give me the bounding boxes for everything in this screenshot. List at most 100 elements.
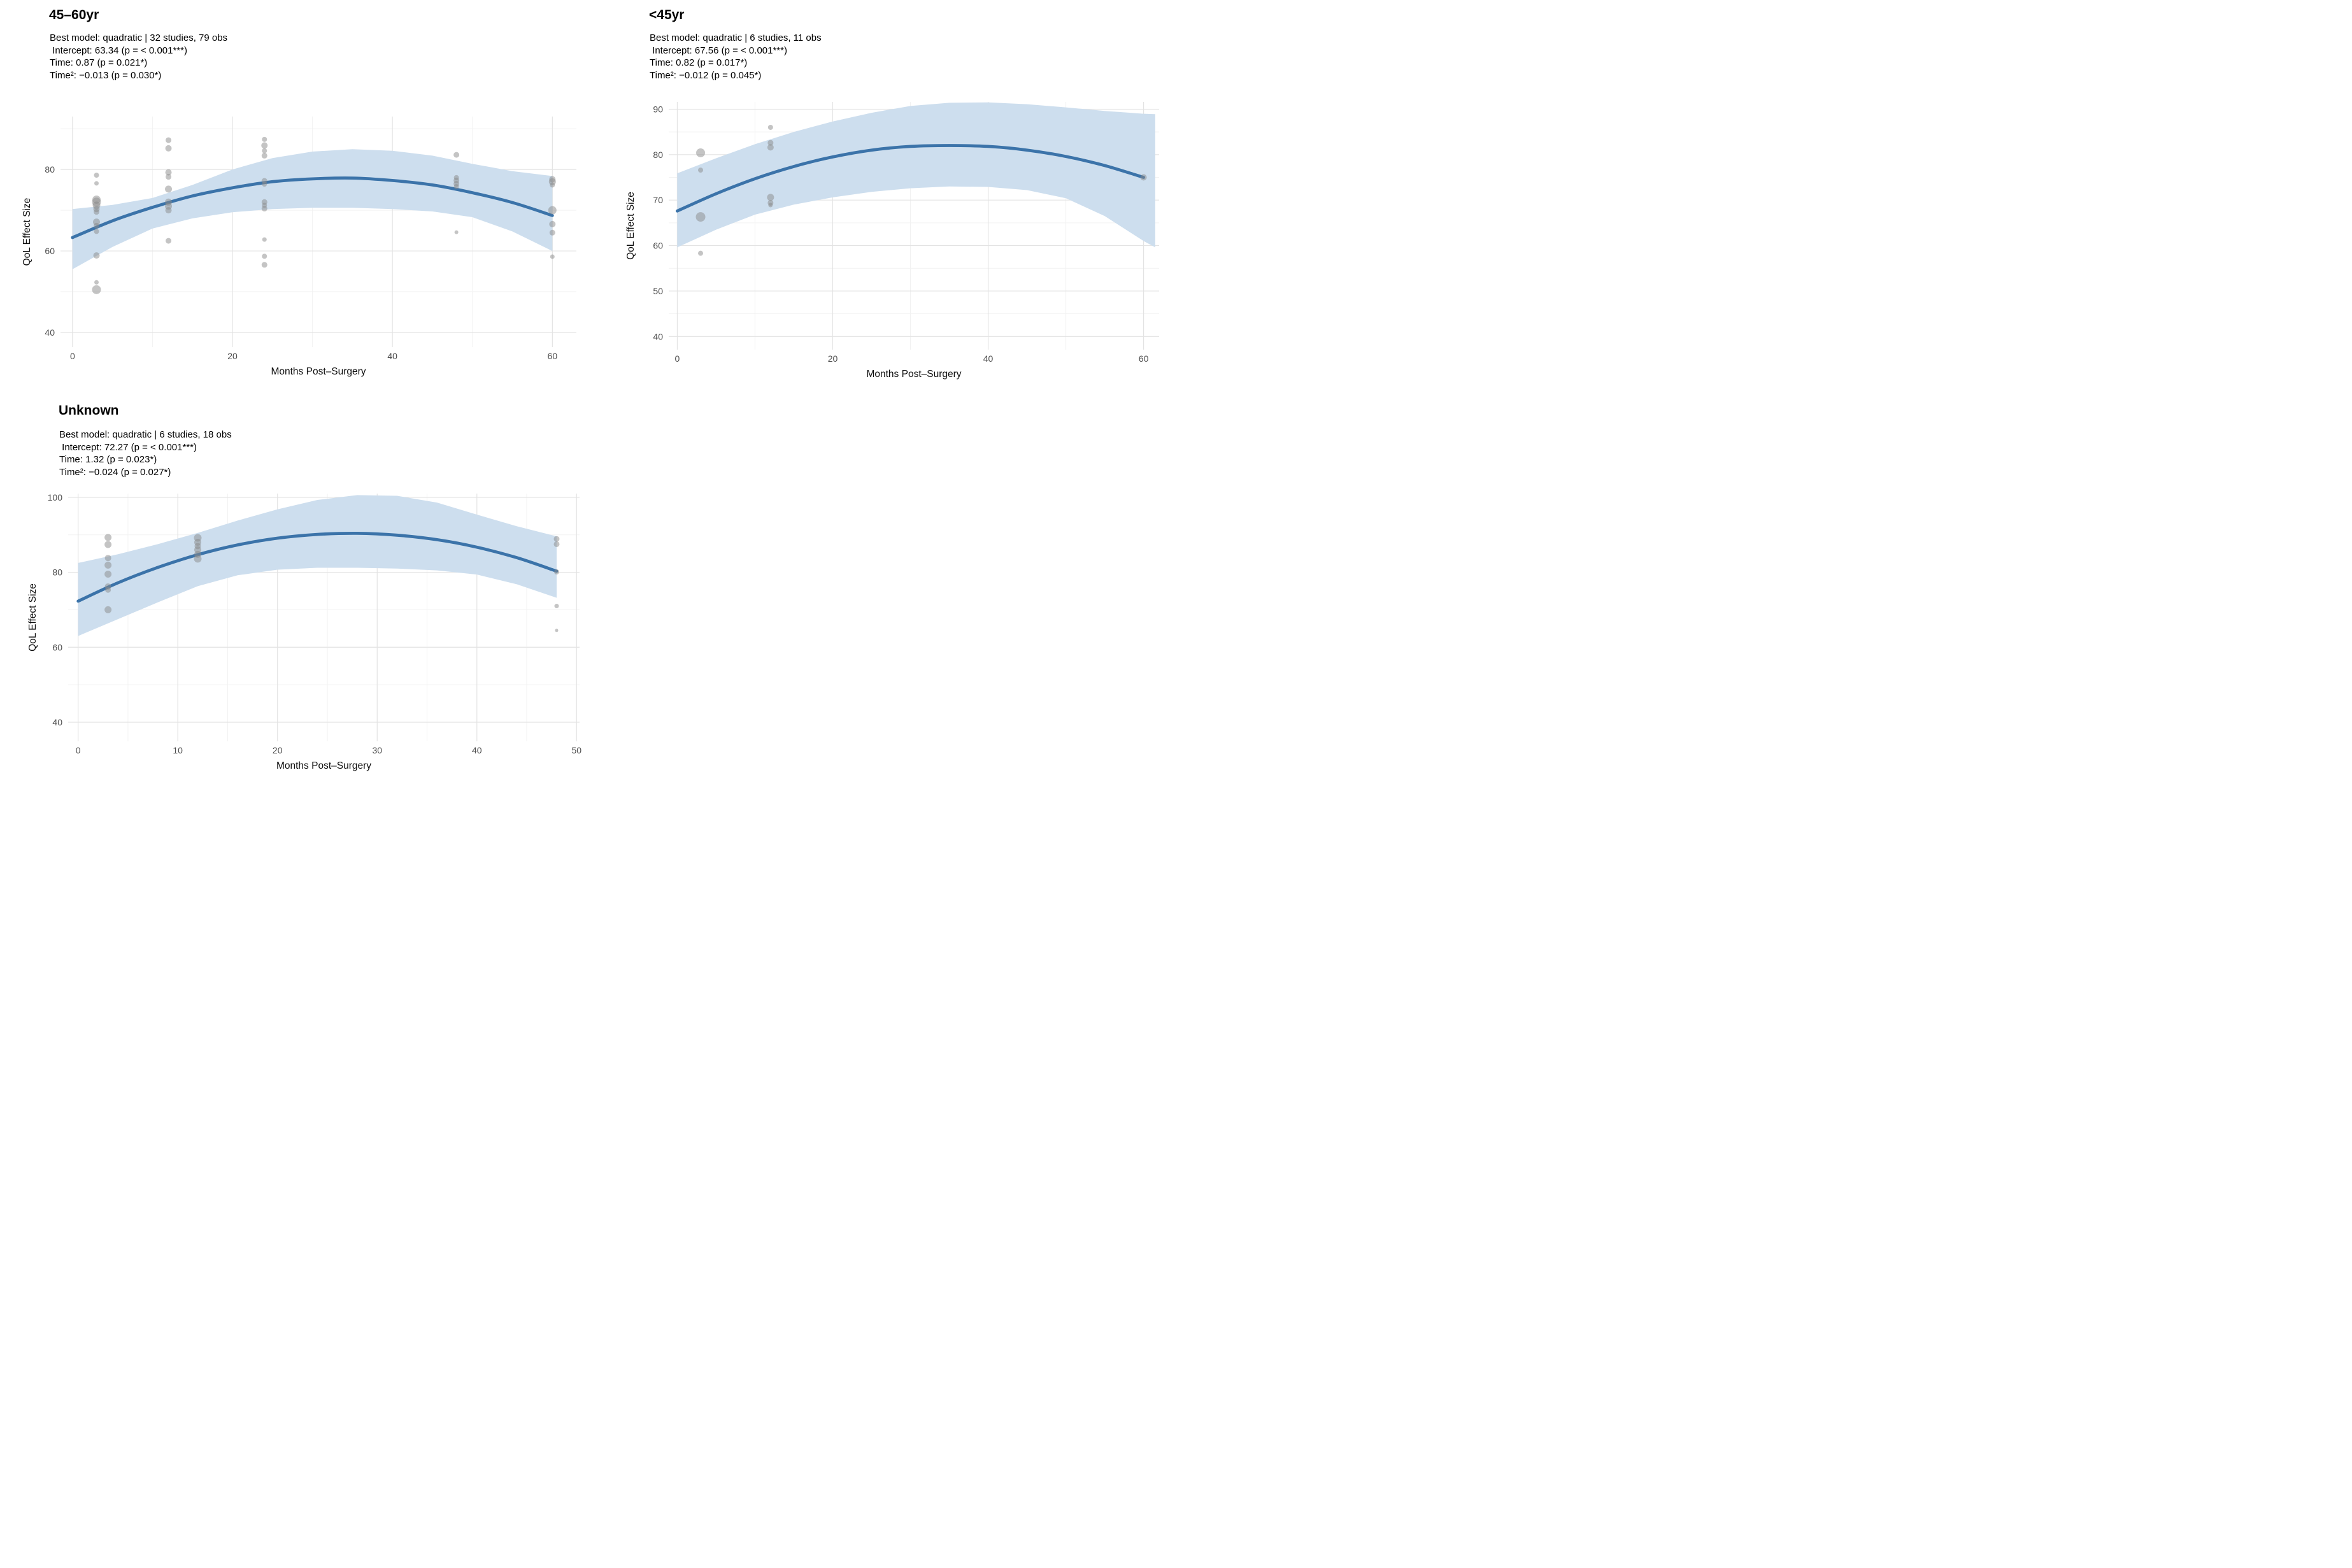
stats-line: Best model: quadratic | 32 studies, 79 o…	[50, 32, 228, 43]
x-tick-label: 20	[273, 745, 283, 755]
stats-block: Best model: quadratic | 32 studies, 79 o…	[50, 32, 227, 82]
chart-45-60yr: 0 20 40 60 40 60 80 Months Post–Surgery QoL Effe…	[22, 117, 576, 377]
observation-point	[94, 222, 100, 229]
observation-point	[105, 587, 111, 593]
x-tick-label: 20	[828, 353, 838, 364]
confidence-band	[72, 149, 553, 269]
x-tick-label: 10	[173, 745, 183, 755]
stats-line: Best model: quadratic | 6 studies, 11 ob…	[650, 32, 822, 43]
panel-title: 45–60yr	[49, 8, 99, 22]
observation-point	[194, 555, 202, 563]
stats-line: Intercept: 63.34 (p = < 0.001***)	[50, 45, 187, 56]
stats-line: Time: 1.32 (p = 0.023*)	[59, 454, 157, 465]
y-axis-label: QoL Effect Size	[22, 198, 32, 266]
observation-point	[93, 252, 100, 259]
x-axis-label: Months Post–Surgery	[866, 369, 961, 380]
confidence-band	[677, 102, 1155, 248]
observation-point	[165, 145, 172, 152]
stats-line: Time: 0.82 (p = 0.017*)	[650, 57, 748, 68]
observation-point	[767, 139, 774, 146]
figure-grid: 0 20 40 60 40 60 80 Months Post–Surgery QoL Effe…	[0, 0, 1176, 784]
panel-title: Unknown	[59, 403, 119, 418]
stats-line: Time²: −0.012 (p = 0.045*)	[650, 69, 762, 81]
observation-point	[767, 144, 774, 151]
observation-point	[553, 536, 560, 542]
observation-point	[548, 206, 557, 215]
panel-45-60yr: 0 20 40 60 40 60 80 Months Post–Surgery QoL Effe…	[0, 0, 588, 392]
observation-point	[261, 206, 267, 212]
observation-point	[554, 604, 559, 609]
fit-curve	[676, 144, 1145, 213]
observation-point	[698, 167, 704, 173]
observation-point	[262, 253, 267, 259]
fit-curve	[76, 531, 559, 603]
x-tick-label: 20	[227, 351, 238, 361]
x-tick-label: 40	[472, 745, 482, 755]
observation-point	[555, 629, 559, 632]
observation-point	[262, 182, 267, 187]
panel-title: <45yr	[649, 8, 685, 22]
observation-point	[104, 561, 112, 569]
observation-point	[92, 285, 101, 294]
observation-point	[94, 209, 100, 215]
observation-point	[94, 229, 99, 234]
observation-point	[261, 262, 267, 268]
observation-point	[261, 152, 267, 159]
observation-point	[767, 124, 773, 130]
stats-line: Best model: quadratic | 6 studies, 18 ob…	[59, 429, 232, 440]
stats-block: Best model: quadratic | 6 studies, 11 ob…	[650, 32, 822, 82]
x-tick-label: 60	[1139, 353, 1149, 364]
observation-point	[550, 254, 555, 259]
stats-line: Intercept: 67.56 (p = < 0.001***)	[650, 45, 787, 56]
observation-point	[165, 185, 173, 193]
observation-point	[166, 137, 172, 143]
observation-point	[549, 229, 555, 236]
observation-point	[104, 606, 112, 613]
observation-point	[166, 238, 172, 244]
observation-point	[698, 250, 704, 256]
y-tick-label: 40	[45, 327, 55, 338]
y-axis-label: QoL Effect Size	[625, 192, 636, 260]
fit-curve	[71, 176, 554, 239]
x-tick-label: 30	[372, 745, 382, 755]
y-tick-label: 80	[45, 164, 55, 175]
stats-line: Time²: −0.013 (p = 0.030*)	[50, 69, 162, 81]
panel-unknown: 0 10 20 30 40 50 40 60 80 100 Months Post–Surgery Q…	[0, 392, 588, 783]
observation-point	[453, 184, 459, 190]
stats-line: Time²: −0.024 (p = 0.027*)	[59, 466, 171, 478]
x-tick-label: 0	[76, 745, 81, 755]
observation-point	[262, 237, 267, 242]
y-axis-label: QoL Effect Size	[27, 583, 38, 652]
observation-point	[262, 136, 267, 142]
y-tick-label: 40	[52, 717, 62, 727]
y-tick-label: 70	[653, 195, 663, 205]
observation-point	[104, 555, 111, 562]
confidence-band	[78, 495, 557, 636]
observation-point	[166, 174, 172, 180]
observation-point	[1140, 174, 1147, 181]
y-tick-label: 40	[653, 331, 663, 341]
observation-point	[104, 541, 112, 548]
observation-point	[94, 280, 99, 285]
stats-line: Time: 0.87 (p = 0.021*)	[50, 57, 148, 68]
observation-point	[549, 220, 556, 227]
stats-line: Intercept: 72.27 (p = < 0.001***)	[59, 441, 197, 453]
observation-point	[454, 230, 459, 234]
stats-block: Best model: quadratic | 6 studies, 18 ob…	[59, 429, 232, 478]
observation-point	[553, 541, 560, 547]
x-tick-label: 0	[70, 351, 75, 361]
observation-point	[695, 212, 706, 222]
chart-under-45yr: 0 20 40 60 40 50 60 70 80 90 Months Post–Surgery Qo…	[625, 102, 1159, 380]
chart-unknown: 0 10 20 30 40 50 40 60 80 100 Months Post–Surgery Q…	[27, 492, 582, 771]
x-axis-label: Months Post–Surgery	[276, 760, 371, 771]
x-tick-label: 50	[572, 745, 582, 755]
observation-point	[165, 207, 172, 214]
y-tick-label: 100	[48, 492, 63, 502]
y-tick-label: 80	[653, 150, 663, 160]
x-tick-label: 0	[675, 353, 680, 364]
y-tick-label: 50	[653, 286, 663, 296]
empty-cell	[588, 392, 1176, 783]
observation-point	[104, 534, 112, 541]
observation-point	[550, 182, 555, 188]
y-tick-label: 60	[45, 246, 55, 256]
